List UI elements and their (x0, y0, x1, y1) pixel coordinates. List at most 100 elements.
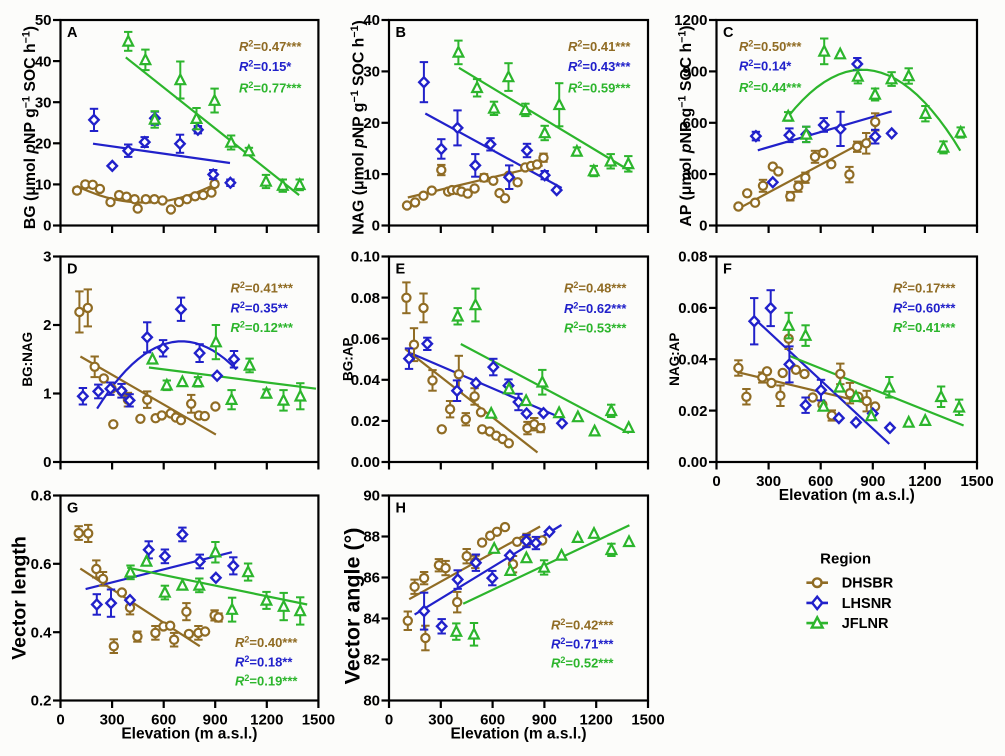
svg-text:2: 2 (43, 317, 51, 334)
svg-text:0.2: 0.2 (31, 693, 52, 710)
svg-text:0.4: 0.4 (31, 624, 53, 641)
svg-text:NAG (μmol pNP g−1 SOC h−1): NAG (μmol pNP g−1 SOC h−1) (349, 20, 368, 235)
svg-text:82: 82 (363, 652, 380, 669)
svg-text:R2=0.40***: R2=0.40*** (235, 635, 298, 651)
svg-text:R2=0.43***: R2=0.43*** (568, 59, 631, 75)
svg-text:R2=0.41***: R2=0.41*** (231, 280, 294, 296)
svg-text:300: 300 (100, 712, 125, 729)
svg-text:NAG:AP: NAG:AP (667, 333, 682, 386)
svg-text:600: 600 (808, 473, 833, 490)
svg-text:DHSBR: DHSBR (842, 576, 894, 592)
svg-text:F: F (723, 262, 732, 278)
svg-text:0: 0 (372, 218, 380, 235)
svg-text:0: 0 (385, 712, 393, 729)
svg-text:R2=0.53***: R2=0.53*** (564, 320, 627, 336)
svg-text:90: 90 (363, 488, 380, 505)
svg-text:10: 10 (35, 177, 52, 194)
svg-text:0: 0 (699, 218, 707, 235)
svg-text:600: 600 (151, 712, 176, 729)
svg-text:Region: Region (820, 551, 871, 568)
svg-text:0.06: 0.06 (678, 300, 707, 317)
svg-text:0.04: 0.04 (351, 372, 381, 389)
svg-text:30: 30 (35, 94, 52, 111)
svg-text:80: 80 (363, 693, 380, 710)
svg-text:300: 300 (682, 166, 707, 183)
svg-text:600: 600 (480, 712, 505, 729)
svg-text:1200: 1200 (674, 12, 707, 29)
svg-text:0: 0 (56, 712, 64, 729)
svg-text:B: B (396, 25, 406, 41)
svg-text:300: 300 (428, 712, 453, 729)
svg-text:600: 600 (682, 115, 707, 132)
svg-text:0.00: 0.00 (351, 454, 380, 471)
svg-text:1: 1 (43, 386, 51, 403)
svg-text:R2=0.59***: R2=0.59*** (568, 80, 631, 96)
svg-text:Vector length: Vector length (9, 536, 31, 660)
svg-text:A: A (67, 25, 78, 41)
svg-text:Vector angle (°): Vector angle (°) (341, 528, 365, 685)
svg-text:BG (μmol pNP g−1 SOC h−1): BG (μmol pNP g−1 SOC h−1) (20, 26, 39, 229)
svg-text:R2=0.44***: R2=0.44*** (739, 80, 802, 96)
svg-text:0.06: 0.06 (351, 331, 380, 348)
svg-text:86: 86 (363, 570, 380, 587)
svg-text:R2=0.52***: R2=0.52*** (551, 655, 614, 671)
svg-text:900: 900 (203, 712, 228, 729)
svg-text:LHSNR: LHSNR (842, 596, 892, 612)
svg-text:JFLNR: JFLNR (842, 616, 889, 632)
svg-text:BG:NAG: BG:NAG (20, 332, 35, 387)
svg-text:R2=0.35**: R2=0.35** (231, 300, 289, 316)
svg-text:40: 40 (35, 53, 52, 70)
svg-text:R2=0.47***: R2=0.47*** (239, 39, 302, 55)
svg-text:0.02: 0.02 (678, 403, 707, 420)
svg-text:300: 300 (756, 473, 781, 490)
svg-text:0: 0 (712, 473, 720, 490)
svg-text:1200: 1200 (250, 712, 283, 729)
svg-text:BG:AP: BG:AP (341, 338, 356, 382)
svg-text:50: 50 (35, 12, 52, 29)
svg-text:1500: 1500 (960, 473, 993, 490)
svg-text:D: D (67, 262, 77, 278)
svg-text:900: 900 (532, 712, 557, 729)
svg-text:0.6: 0.6 (31, 556, 52, 573)
svg-text:900: 900 (682, 64, 707, 81)
svg-text:G: G (67, 501, 78, 517)
svg-text:20: 20 (363, 115, 380, 132)
svg-text:Elevation (m a.s.l.): Elevation (m a.s.l.) (450, 726, 586, 743)
svg-text:900: 900 (860, 473, 885, 490)
svg-text:1200: 1200 (908, 473, 941, 490)
svg-text:R2=0.41***: R2=0.41*** (893, 320, 956, 336)
svg-text:R2=0.77***: R2=0.77*** (239, 80, 302, 96)
svg-text:1500: 1500 (631, 712, 664, 729)
svg-text:10: 10 (363, 166, 380, 183)
svg-text:R2=0.15*: R2=0.15* (239, 59, 292, 75)
svg-text:0.08: 0.08 (678, 249, 707, 266)
svg-text:Elevation (m a.s.l.): Elevation (m a.s.l.) (121, 726, 257, 743)
svg-text:AP (μmol pNP g−1 SOC h−1): AP (μmol pNP g−1 SOC h−1) (676, 25, 695, 226)
svg-text:1500: 1500 (302, 712, 335, 729)
svg-text:R2=0.71***: R2=0.71*** (551, 636, 614, 652)
svg-text:C: C (723, 25, 734, 41)
svg-text:R2=0.42***: R2=0.42*** (551, 617, 614, 633)
svg-text:R2=0.41***: R2=0.41*** (568, 39, 631, 55)
svg-text:H: H (396, 501, 406, 517)
svg-text:R2=0.17***: R2=0.17*** (893, 280, 956, 296)
svg-text:0.04: 0.04 (678, 351, 708, 368)
svg-text:88: 88 (363, 529, 380, 546)
svg-text:R2=0.62***: R2=0.62*** (564, 301, 627, 317)
svg-text:R2=0.14*: R2=0.14* (739, 58, 792, 74)
svg-text:R2=0.12***: R2=0.12*** (231, 320, 294, 336)
svg-text:1200: 1200 (580, 712, 613, 729)
svg-text:R2=0.48***: R2=0.48*** (564, 280, 627, 296)
svg-text:R2=0.18**: R2=0.18** (235, 654, 293, 670)
svg-text:40: 40 (363, 12, 380, 29)
svg-text:3: 3 (43, 249, 51, 266)
svg-text:84: 84 (363, 611, 380, 628)
svg-text:20: 20 (35, 136, 52, 153)
svg-text:0.08: 0.08 (351, 290, 380, 307)
svg-text:30: 30 (363, 64, 380, 81)
svg-text:E: E (396, 262, 406, 278)
svg-text:Elevation (m a.s.l.): Elevation (m a.s.l.) (779, 487, 915, 504)
svg-text:R2=0.19***: R2=0.19*** (235, 673, 298, 689)
svg-text:0: 0 (43, 218, 51, 235)
svg-text:0.8: 0.8 (31, 488, 52, 505)
